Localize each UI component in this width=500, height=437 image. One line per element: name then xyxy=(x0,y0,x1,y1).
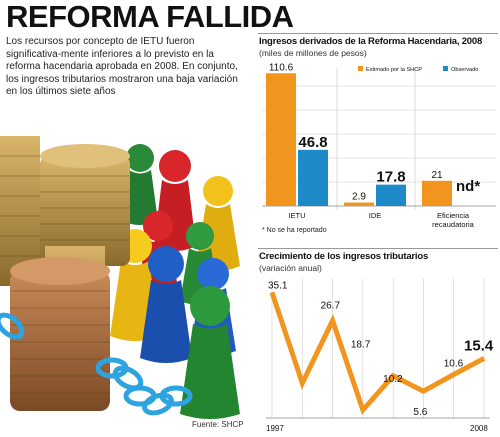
line-chart-title: Crecimiento de los ingresos tributarios xyxy=(259,251,429,262)
bar-category-label: IETU xyxy=(288,211,305,220)
line-chart-subtitle: (variación anual) xyxy=(259,263,322,273)
bar-value-label: 2.9 xyxy=(352,192,366,203)
intro-paragraph: Los recursos por concepto de IETU fueron… xyxy=(6,36,238,97)
bar-category-label: IDE xyxy=(369,211,382,220)
line-point xyxy=(453,373,455,375)
bar-chart-subtitle: (miles de millones de pesos) xyxy=(259,48,367,58)
legend-swatch-1 xyxy=(443,66,448,71)
line-point xyxy=(483,357,485,359)
bar-chart-title: Ingresos derivados de la Reforma Hacenda… xyxy=(259,36,483,47)
legend-swatch-0 xyxy=(358,66,363,71)
bar-1-1 xyxy=(376,184,406,206)
bar-0-0 xyxy=(266,73,296,206)
line-series-path xyxy=(269,291,486,415)
source-credit: Fuente: SHCP xyxy=(192,420,244,429)
coins-pawns-illustration xyxy=(0,136,240,419)
line-point-label: 35.1 xyxy=(268,280,288,291)
line-point-label: 26.7 xyxy=(321,301,341,312)
line-point xyxy=(332,320,334,322)
coin-stacks xyxy=(0,136,130,411)
pawn-green-front xyxy=(180,286,240,419)
bar-0-2 xyxy=(422,180,452,206)
line-xtick-end: 2008 xyxy=(470,424,488,433)
line-point-label: 10.2 xyxy=(383,374,403,385)
line-chart-top-rule xyxy=(258,248,498,249)
line-point xyxy=(422,390,424,392)
legend-label-1: Observado xyxy=(451,67,478,73)
pawn-green-back xyxy=(122,144,158,225)
line-point-label: 5.6 xyxy=(413,407,427,418)
line-point-label: 15.4 xyxy=(464,337,494,354)
bar-chart-footnote: * No se ha reportado xyxy=(262,227,327,234)
line-point xyxy=(362,409,364,411)
line-xtick-start: 1997 xyxy=(266,424,284,433)
bar-0-1 xyxy=(344,202,374,206)
headline: REFORMA FALLIDA xyxy=(6,0,294,34)
line-point-label: 18.7 xyxy=(351,339,371,350)
line-point xyxy=(301,382,303,384)
bar-category-label: recaudatoria xyxy=(432,220,475,229)
bar-value-label: 17.8 xyxy=(376,169,405,186)
line-point-label: 10.6 xyxy=(444,358,464,369)
bar-chart-top-rule xyxy=(258,33,498,34)
bar-value-label: nd* xyxy=(456,178,480,195)
line-point xyxy=(271,291,273,293)
pawn-group xyxy=(110,144,240,419)
chain xyxy=(0,312,193,416)
bar-1-0 xyxy=(298,149,328,206)
line-point xyxy=(392,375,394,377)
legend-label-0: Estimado por la SHCP xyxy=(366,67,422,73)
pawn-blue xyxy=(140,246,192,363)
bar-value-label: 110.6 xyxy=(269,62,294,73)
bar-category-label: Eficiencia xyxy=(437,211,470,220)
bar-value-label: 46.8 xyxy=(298,134,327,151)
bar-value-label: 21 xyxy=(431,170,443,181)
